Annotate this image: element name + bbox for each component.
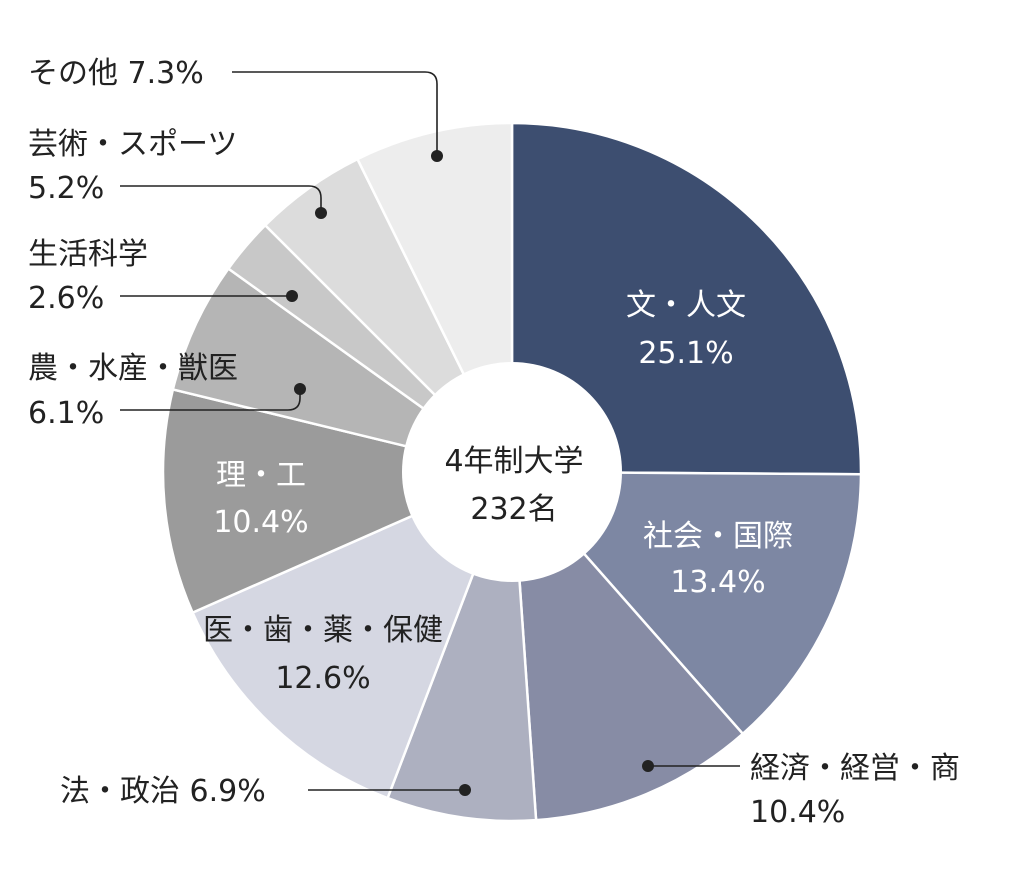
leader-dot-7 [294, 383, 306, 395]
slice-5-label-line2: 12.6% [275, 661, 370, 696]
center-label-line2: 232名 [470, 492, 557, 527]
slice-5-label-line1: 医・歯・薬・保健 [203, 613, 443, 648]
slice-6 [161, 388, 514, 614]
leader-line-10 [232, 71, 438, 156]
slice-3-label-line2: 10.4% [750, 795, 845, 830]
slice-1-label-line2: 25.1% [638, 336, 733, 371]
slice-labels: 文・人文 25.1% 社会・国際 13.4% 経済・経営・商 10.4% 法・政治 6.9%… [28, 56, 960, 830]
slice-2-label-line2: 13.4% [670, 565, 765, 600]
center-label-line1: 4年制大学 [444, 444, 583, 479]
leader-dot-8 [286, 290, 298, 302]
slice-1-label-line1: 文・人文 [626, 288, 746, 323]
slice-6-label-line2: 10.4% [213, 505, 308, 540]
slice-8-label-line2: 2.6% [28, 281, 104, 316]
leader-dot-4 [459, 784, 471, 796]
slice-7-label-line2: 6.1% [28, 396, 104, 431]
leader-dot-10 [431, 150, 443, 162]
slice-5 [191, 470, 514, 800]
slice-6-label-line1: 理・工 [216, 458, 306, 493]
slice-7-label-line1: 農・水産・獣医 [28, 351, 238, 386]
leader-dot-9 [315, 207, 327, 219]
leader-lines [120, 71, 740, 796]
leader-dot-3 [642, 760, 654, 772]
slice-2-label-line1: 社会・国際 [643, 519, 793, 554]
slice-3-label-line1: 経済・経営・商 [750, 751, 960, 786]
slice-10-label-line1: その他 7.3% [28, 56, 204, 91]
leader-line-9 [120, 185, 322, 213]
slice-9-label-line1: 芸術・スポーツ [28, 127, 237, 162]
donut-hole [402, 362, 622, 582]
slice-1 [510, 121, 863, 476]
slice-9-label-line2: 5.2% [28, 171, 104, 206]
slice-8-label-line1: 生活科学 [28, 237, 148, 272]
leader-line-7 [120, 389, 301, 411]
slice-4-label-line1: 法・政治 6.9% [60, 774, 266, 809]
